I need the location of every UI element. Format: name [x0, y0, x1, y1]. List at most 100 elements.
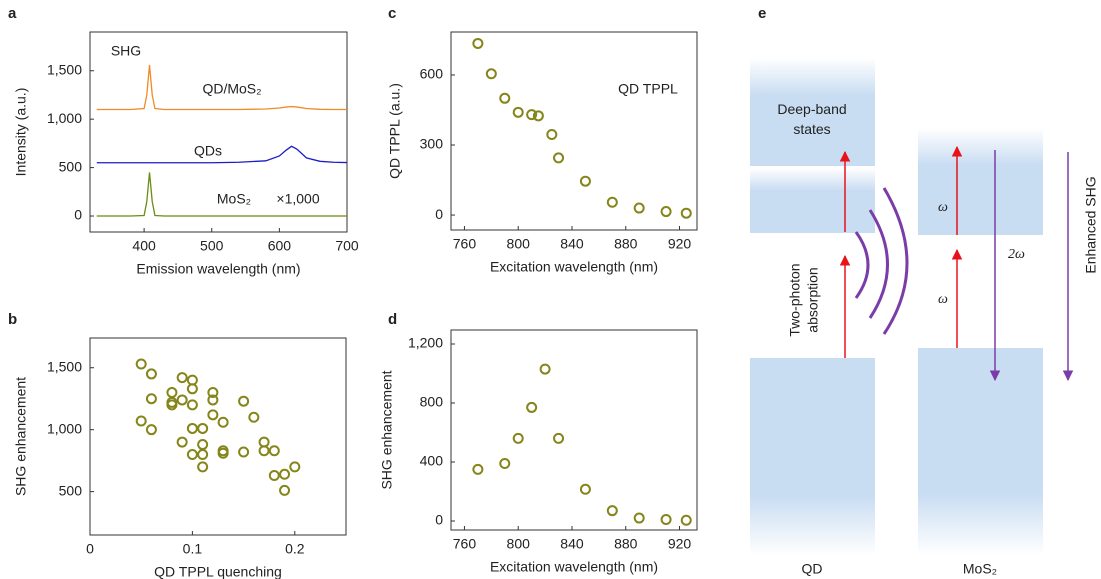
point: [258, 445, 270, 457]
point: [258, 436, 270, 448]
point: [145, 393, 157, 405]
panel-label: e: [758, 5, 766, 22]
point: [248, 411, 260, 423]
point: [145, 368, 157, 380]
x-tick-label: 880: [614, 536, 638, 552]
point: [633, 512, 645, 524]
point: [268, 445, 280, 457]
y-tick-label: 0: [435, 206, 443, 222]
label: ω: [938, 200, 948, 215]
point: [660, 206, 672, 218]
point: [279, 468, 291, 480]
point: [633, 202, 645, 214]
point: [579, 175, 591, 187]
panel-label: b: [8, 311, 17, 328]
y-tick-label: 500: [59, 482, 83, 498]
panel-label: c: [388, 5, 396, 22]
band: [918, 348, 1043, 555]
series-label: MoS₂: [217, 191, 251, 207]
point: [512, 106, 524, 118]
y-tick-label: 1,000: [47, 110, 82, 126]
annotation: QD TPPL: [618, 81, 678, 97]
point: [186, 383, 198, 395]
point: [532, 110, 544, 122]
x-tick-label: 500: [200, 238, 224, 254]
point: [606, 196, 618, 208]
point: [499, 457, 511, 469]
label: MoS₂: [963, 561, 997, 577]
band: [750, 168, 875, 233]
band: [750, 358, 875, 555]
y-tick-label: 1,200: [408, 335, 443, 351]
y-tick-label: 800: [420, 394, 444, 410]
point: [526, 401, 538, 413]
x-axis-label: Excitation wavelength (nm): [490, 559, 658, 575]
point: [207, 409, 219, 421]
point: [499, 92, 511, 104]
point: [186, 448, 198, 460]
panel: b 0 0.1 0.2 500 1,000 1,500 QD TPPL quenching SH…: [8, 311, 347, 579]
point: [553, 432, 565, 444]
annotation: SHG: [111, 43, 141, 59]
x-tick-label: 700: [335, 238, 359, 254]
panel: a 400 500 600 700 0 500 1,000 1,500 Emission wave…: [8, 5, 678, 277]
x-axis-label: Emission wavelength (nm): [136, 261, 300, 277]
series-label: QDs: [194, 143, 222, 159]
wave: [854, 231, 870, 299]
y-axis-label: QD TPPL (a.u.): [387, 83, 403, 179]
y-tick-label: 400: [420, 453, 444, 469]
x-tick-label: 400: [132, 238, 156, 254]
point: [579, 483, 591, 495]
point: [197, 461, 209, 473]
point: [186, 399, 198, 411]
x-tick-label: 920: [668, 236, 692, 252]
annotation: ×1,000: [276, 191, 319, 207]
point: [238, 395, 250, 407]
point: [135, 415, 147, 427]
point: [186, 374, 198, 386]
point: [660, 514, 672, 526]
y-axis-label: SHG enhancement: [379, 370, 395, 489]
point: [217, 447, 229, 459]
x-tick-label: 920: [668, 536, 692, 552]
point: [268, 470, 280, 482]
axes-frame: [450, 31, 698, 231]
label: 2ω: [1008, 247, 1025, 262]
axes-frame: [89, 31, 348, 233]
x-tick-label: 760: [453, 536, 477, 552]
point: [238, 446, 250, 458]
y-tick-label: 0: [435, 512, 443, 528]
x-tick-label: 840: [560, 536, 584, 552]
x-tick-label: 800: [507, 536, 531, 552]
point: [546, 129, 558, 141]
point: [526, 109, 538, 121]
point: [217, 416, 229, 428]
label: Enhanced SHG: [1083, 176, 1099, 273]
y-tick-label: 500: [59, 158, 83, 174]
point: [166, 387, 178, 399]
band: [918, 128, 1043, 235]
panel-label: d: [388, 311, 397, 328]
point: [553, 152, 565, 164]
axes-frame: [89, 337, 347, 536]
label: QD: [802, 561, 823, 577]
point: [680, 514, 692, 526]
y-tick-label: 1,500: [47, 358, 82, 374]
x-axis-label: Excitation wavelength (nm): [490, 259, 658, 275]
point: [176, 394, 188, 406]
x-tick-label: 800: [507, 236, 531, 252]
point: [197, 422, 209, 434]
y-axis-label: SHG enhancement: [13, 377, 29, 496]
point: [279, 484, 291, 496]
point: [512, 432, 524, 444]
point: [539, 363, 551, 375]
y-tick-label: 1,500: [47, 61, 82, 77]
point: [485, 68, 497, 80]
label: Two-photon: [787, 263, 803, 336]
point: [207, 387, 219, 399]
x-axis-label: QD TPPL quenching: [154, 564, 282, 579]
series-label: QD/MoS₂: [202, 81, 261, 97]
x-tick-label: 0.2: [285, 541, 305, 557]
point: [197, 439, 209, 451]
